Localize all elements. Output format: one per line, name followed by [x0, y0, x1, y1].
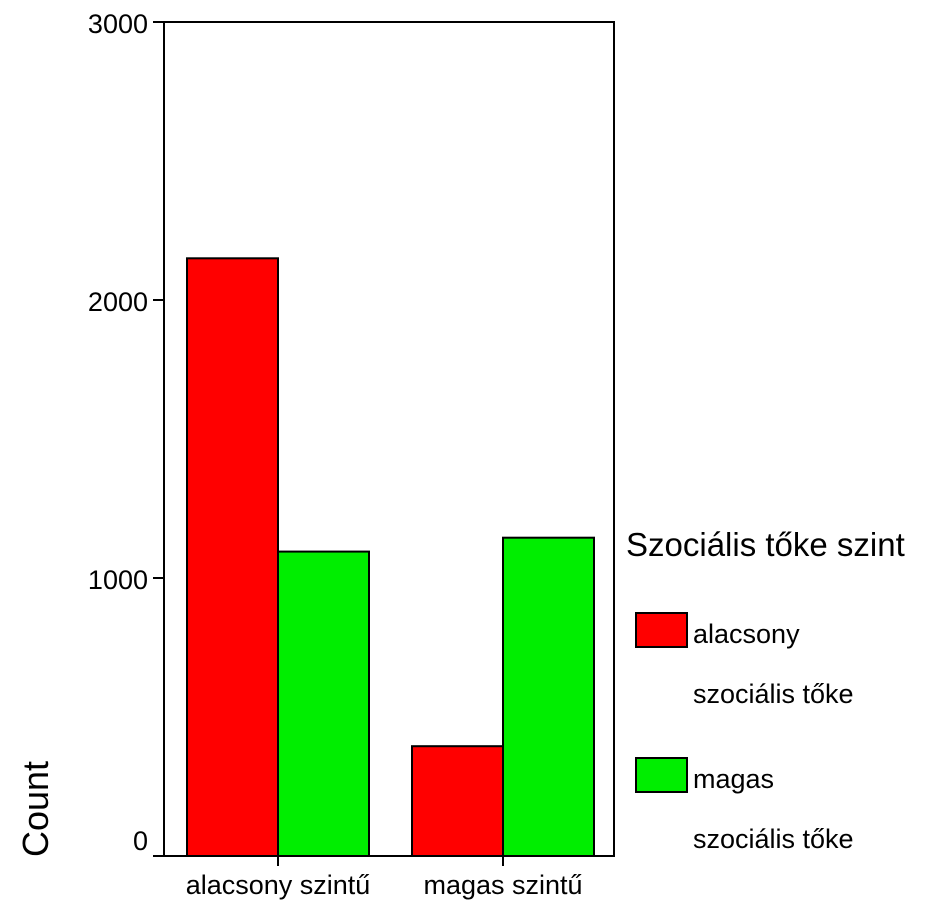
- legend: Szociális tőke szint alacsony szociális t…: [626, 526, 905, 854]
- legend-swatch-2: [635, 757, 688, 793]
- legend-label-line1: magas: [693, 764, 774, 794]
- y-axis-label: Count: [15, 761, 56, 857]
- x-tick-label: magas szintű: [423, 870, 582, 900]
- bar-1-series-1: [186, 257, 279, 857]
- y-axis: 0 1000 2000 3000: [88, 9, 164, 857]
- bar-2-series-2: [502, 536, 595, 857]
- bar-1-series-2: [277, 550, 370, 858]
- bar-2-series-1: [411, 745, 504, 857]
- x-tick-label: alacsony szintű: [186, 870, 371, 900]
- legend-swatch-1: [635, 612, 688, 648]
- legend-label-line1: alacsony: [693, 619, 800, 649]
- legend-label-line2: szociális tőke: [693, 679, 854, 709]
- y-tick-label: 0: [133, 826, 148, 856]
- y-tick-label: 2000: [88, 287, 148, 317]
- legend-label-line2: szociális tőke: [693, 824, 854, 854]
- y-tick-label: 3000: [88, 9, 148, 39]
- bars-layer: [186, 257, 595, 858]
- x-axis: alacsony szintű magas szintű: [186, 856, 583, 900]
- y-tick-label: 1000: [88, 565, 148, 595]
- plot-frame: [163, 21, 615, 857]
- legend-title: Szociális tőke szint: [626, 526, 905, 563]
